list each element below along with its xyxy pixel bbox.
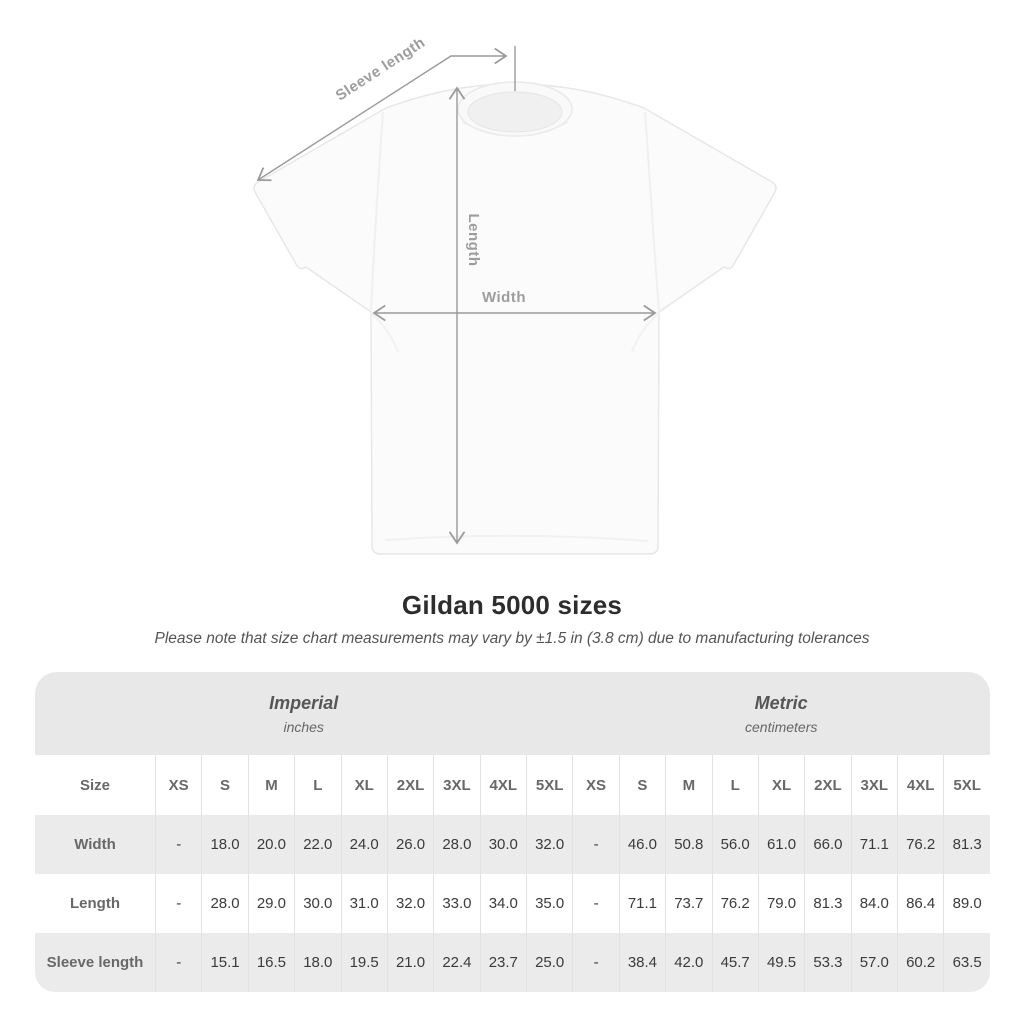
measurement-value: 76.2 bbox=[711, 874, 758, 933]
measurement-value: 15.1 bbox=[201, 933, 248, 992]
row-label: Length bbox=[35, 874, 155, 933]
measurement-value: - bbox=[572, 815, 619, 874]
measurement-value: 79.0 bbox=[757, 874, 805, 933]
measurement-value: 19.5 bbox=[340, 933, 387, 992]
measurement-value: 18.0 bbox=[201, 815, 248, 874]
measurement-value: 28.0 bbox=[433, 815, 480, 874]
measurement-value: 21.0 bbox=[386, 933, 434, 992]
size-header-l: L bbox=[711, 755, 758, 815]
size-header-xl: XL bbox=[340, 755, 387, 815]
measurement-value: 42.0 bbox=[665, 933, 712, 992]
size-header-5xl: 5XL bbox=[526, 755, 573, 815]
size-column-title: Size bbox=[35, 755, 155, 815]
size-header-s: S bbox=[201, 755, 248, 815]
measurement-value: - bbox=[572, 933, 619, 992]
measurement-row: Sleeve length -15.1 16.5 18.0 19.5 21.0 22.4 23… bbox=[35, 933, 990, 992]
measurement-value: 20.0 bbox=[247, 815, 295, 874]
measurement-value: 84.0 bbox=[850, 874, 897, 933]
size-header-m: M bbox=[665, 755, 712, 815]
measurement-value: 34.0 bbox=[479, 874, 526, 933]
measurement-row: Length -28.0 29.0 30.0 31.0 32.0 33.0 34.0 35.0-… bbox=[35, 874, 990, 933]
tolerance-note: Please note that size chart measurements… bbox=[154, 630, 870, 647]
size-header-2xl: 2XL bbox=[804, 755, 851, 815]
measurement-value: 31.0 bbox=[340, 874, 387, 933]
measurement-value: 22.4 bbox=[433, 933, 480, 992]
unit-group-imperial: Imperial inches bbox=[35, 672, 573, 755]
measurement-value: 16.5 bbox=[247, 933, 295, 992]
measurement-value: 45.7 bbox=[711, 933, 758, 992]
size-header-xl: XL bbox=[757, 755, 805, 815]
measurement-value: 28.0 bbox=[201, 874, 248, 933]
measurement-value: 63.5 bbox=[943, 933, 990, 992]
measurement-value: 30.0 bbox=[294, 874, 341, 933]
measurement-row: Width -18.0 20.0 22.0 24.0 26.0 28.0 30.0 32.0-4… bbox=[35, 815, 990, 874]
size-header-3xl: 3XL bbox=[433, 755, 480, 815]
size-header-m: M bbox=[247, 755, 295, 815]
sleeve-length-label: Sleeve length bbox=[333, 34, 429, 104]
sleeve-length-arrow bbox=[256, 47, 508, 182]
unit-group-unit: centimeters bbox=[745, 718, 818, 735]
size-header-5xl: 5XL bbox=[943, 755, 990, 815]
hem-shadow bbox=[384, 534, 649, 542]
measurement-value: 25.0 bbox=[526, 933, 573, 992]
width-label: Width bbox=[482, 289, 526, 306]
right-sleeve-seam bbox=[644, 111, 660, 311]
measurement-value: 49.5 bbox=[757, 933, 805, 992]
measurement-value: 26.0 bbox=[386, 815, 434, 874]
size-chart-table-container: Imperial inches Metric centimeters Size XS S M L… bbox=[35, 672, 990, 992]
tshirt-graphic: Sleeve length Length Width bbox=[253, 34, 777, 555]
size-chart-table: Imperial inches Metric centimeters Size XS S M L… bbox=[35, 672, 990, 992]
measurement-value: 57.0 bbox=[850, 933, 897, 992]
tshirt-measurement-diagram: Sleeve length Length Width bbox=[253, 34, 777, 555]
measurement-value: 89.0 bbox=[943, 874, 990, 933]
size-header-s: S bbox=[618, 755, 666, 815]
measurement-value: - bbox=[572, 874, 619, 933]
row-label: Width bbox=[35, 815, 155, 874]
measurement-value: 66.0 bbox=[804, 815, 851, 874]
measurement-value: 29.0 bbox=[247, 874, 295, 933]
measurement-value: 33.0 bbox=[433, 874, 480, 933]
measurement-value: - bbox=[155, 874, 202, 933]
measurement-value: 46.0 bbox=[618, 815, 666, 874]
measurement-value: 23.7 bbox=[479, 933, 526, 992]
measurement-value: 53.3 bbox=[804, 933, 851, 992]
measurement-value: 56.0 bbox=[711, 815, 758, 874]
size-header-xs: XS bbox=[572, 755, 619, 815]
measurement-value: 30.0 bbox=[479, 815, 526, 874]
collar-opening bbox=[467, 91, 563, 133]
size-header-2xl: 2XL bbox=[386, 755, 434, 815]
size-header-l: L bbox=[294, 755, 341, 815]
measurement-value: - bbox=[155, 933, 202, 992]
row-label: Sleeve length bbox=[35, 933, 155, 992]
size-header-3xl: 3XL bbox=[850, 755, 897, 815]
unit-group-metric: Metric centimeters bbox=[572, 672, 990, 755]
measurement-value: 32.0 bbox=[386, 874, 434, 933]
measurement-value: 61.0 bbox=[757, 815, 805, 874]
measurement-value: 32.0 bbox=[526, 815, 573, 874]
size-header-xs: XS bbox=[155, 755, 202, 815]
measurement-value: 50.8 bbox=[665, 815, 712, 874]
size-header-4xl: 4XL bbox=[479, 755, 526, 815]
page-title: Gildan 5000 sizes bbox=[401, 590, 623, 620]
size-header-4xl: 4XL bbox=[897, 755, 944, 815]
unit-group-unit: inches bbox=[283, 718, 324, 735]
measurement-value: 18.0 bbox=[294, 933, 341, 992]
measurement-value: 22.0 bbox=[294, 815, 341, 874]
unit-group-name: Metric bbox=[754, 692, 808, 713]
length-label: Length bbox=[465, 214, 482, 267]
tshirt-body-shape bbox=[253, 83, 777, 555]
measurement-value: 35.0 bbox=[526, 874, 573, 933]
measurement-value: 76.2 bbox=[897, 815, 944, 874]
measurement-value: 73.7 bbox=[665, 874, 712, 933]
measurement-value: 71.1 bbox=[850, 815, 897, 874]
unit-group-name: Imperial bbox=[269, 692, 339, 713]
measurement-value: 81.3 bbox=[943, 815, 990, 874]
measurement-value: 86.4 bbox=[897, 874, 944, 933]
measurement-value: 38.4 bbox=[618, 933, 666, 992]
measurement-value: - bbox=[155, 815, 202, 874]
measurement-value: 81.3 bbox=[804, 874, 851, 933]
measurement-value: 24.0 bbox=[340, 815, 387, 874]
measurement-value: 60.2 bbox=[897, 933, 944, 992]
measurement-value: 71.1 bbox=[618, 874, 666, 933]
